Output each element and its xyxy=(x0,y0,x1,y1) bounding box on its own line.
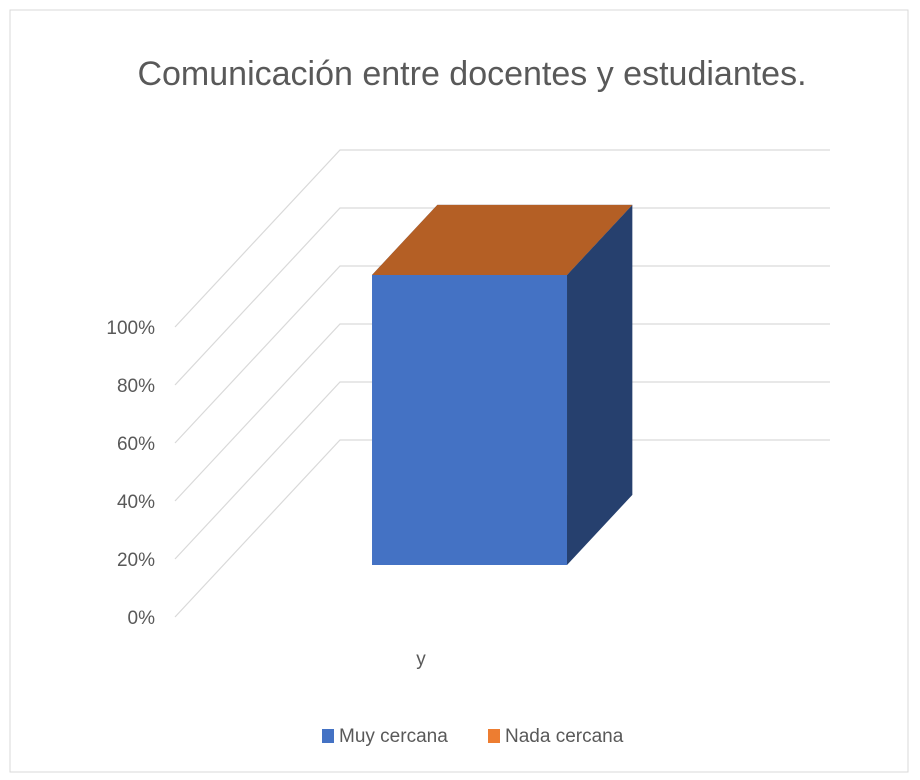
y-tick-label: 80% xyxy=(117,376,155,397)
legend-label: Muy cercana xyxy=(339,726,448,747)
grid-line xyxy=(174,265,830,444)
legend-swatch xyxy=(322,729,334,743)
y-tick-label: 20% xyxy=(117,550,155,571)
bar-side xyxy=(567,204,633,565)
grid-line xyxy=(174,149,830,328)
legend-label: Nada cercana xyxy=(505,726,624,747)
bar-front xyxy=(372,274,568,565)
y-tick-label: 0% xyxy=(128,608,156,629)
grid-line xyxy=(174,439,830,618)
y-tick-label: 100% xyxy=(106,318,155,339)
grid-line xyxy=(174,207,830,386)
chart-title: Comunicación entre docentes y estudiante… xyxy=(137,55,806,93)
x-tick-label: y xyxy=(416,649,426,670)
grid-line xyxy=(174,323,830,502)
y-tick-label: 60% xyxy=(117,434,155,455)
bar-top xyxy=(372,204,633,275)
y-tick-label: 40% xyxy=(117,492,155,513)
legend-swatch xyxy=(488,729,500,743)
grid-line xyxy=(174,381,830,560)
